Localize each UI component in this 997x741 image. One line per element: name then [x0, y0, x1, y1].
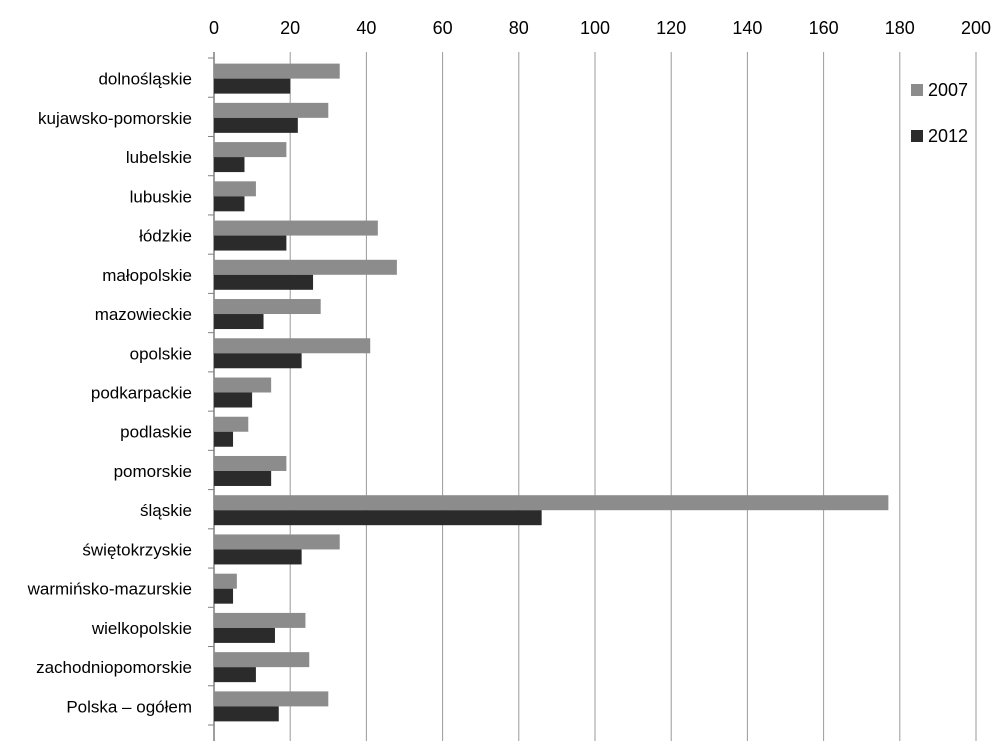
category-label: mazowieckie [95, 305, 192, 324]
bar-2012-5 [214, 274, 314, 290]
bar-2007-2 [214, 142, 287, 158]
bar-2007-14 [214, 612, 306, 628]
x-tick-label: 80 [509, 18, 529, 38]
x-tick-label: 20 [280, 18, 300, 38]
bar-2007-10 [214, 455, 287, 471]
x-tick-label: 100 [580, 18, 610, 38]
bar-2012-6 [214, 314, 264, 330]
bar-2007-13 [214, 573, 237, 589]
x-tick-label: 140 [732, 18, 762, 38]
bar-2012-0 [214, 78, 291, 94]
bar-2012-12 [214, 549, 302, 565]
category-label: łódzkie [139, 227, 192, 246]
bar-2007-0 [214, 63, 340, 79]
category-label: pomorskie [114, 462, 192, 481]
x-tick-label: 40 [356, 18, 376, 38]
legend: 2007 2012 [911, 80, 968, 146]
category-label: lubuskie [130, 187, 192, 206]
bar-2007-1 [214, 102, 329, 118]
bar-2012-8 [214, 392, 253, 408]
bar-2012-15 [214, 667, 256, 683]
legend-label-2012: 2012 [928, 126, 968, 146]
bar-2007-6 [214, 299, 321, 315]
category-label: podkarpackie [91, 384, 192, 403]
category-label: dolnośląskie [98, 70, 192, 89]
bar-2007-8 [214, 377, 272, 393]
x-tick-label: 60 [433, 18, 453, 38]
bar-2007-3 [214, 181, 256, 197]
x-tick-label: 180 [885, 18, 915, 38]
category-label: opolskie [130, 344, 192, 363]
category-label: świętokrzyskie [82, 540, 192, 559]
category-label: zachodniopomorskie [36, 658, 192, 677]
category-label: wielkopolskie [91, 619, 192, 638]
bar-2007-11 [214, 495, 889, 511]
bar-2007-16 [214, 691, 329, 707]
bar-2012-3 [214, 196, 245, 212]
gridlines [208, 52, 977, 741]
category-labels: dolnośląskie kujawsko-pomorskie lubelskie l… [27, 70, 192, 717]
bar-2007-12 [214, 534, 340, 550]
category-label: śląskie [140, 501, 192, 520]
bar-2012-14 [214, 627, 275, 643]
bar-2012-13 [214, 588, 234, 604]
bar-2012-7 [214, 353, 302, 369]
category-label: kujawsko-pomorskie [38, 109, 192, 128]
bar-2012-2 [214, 157, 245, 173]
bar-2012-11 [214, 510, 542, 526]
bar-2012-9 [214, 431, 234, 447]
x-tick-label: 120 [656, 18, 686, 38]
legend-swatch-2007 [911, 84, 923, 96]
category-label: warmińsko-mazurskie [27, 580, 192, 599]
bar-2012-16 [214, 706, 279, 722]
bar-2007-15 [214, 652, 310, 668]
x-tick-label: 0 [209, 18, 219, 38]
category-label: Polska – ogółem [66, 697, 192, 716]
bar-2007-4 [214, 220, 378, 236]
x-tick-label: 200 [961, 18, 991, 38]
category-label: małopolskie [102, 266, 192, 285]
category-label: podlaskie [120, 423, 192, 442]
category-label: lubelskie [126, 148, 192, 167]
bar-2012-1 [214, 117, 298, 133]
bars [214, 63, 889, 722]
legend-swatch-2012 [911, 130, 923, 142]
bar-2007-7 [214, 338, 371, 354]
x-axis-ticks: 0 20 40 60 80 100 120 140 160 180 200 [209, 18, 991, 38]
bar-2007-5 [214, 259, 397, 275]
bar-2007-9 [214, 416, 249, 432]
bar-2012-4 [214, 235, 287, 251]
legend-label-2007: 2007 [928, 80, 968, 100]
x-tick-label: 160 [809, 18, 839, 38]
bar-2012-10 [214, 470, 272, 486]
